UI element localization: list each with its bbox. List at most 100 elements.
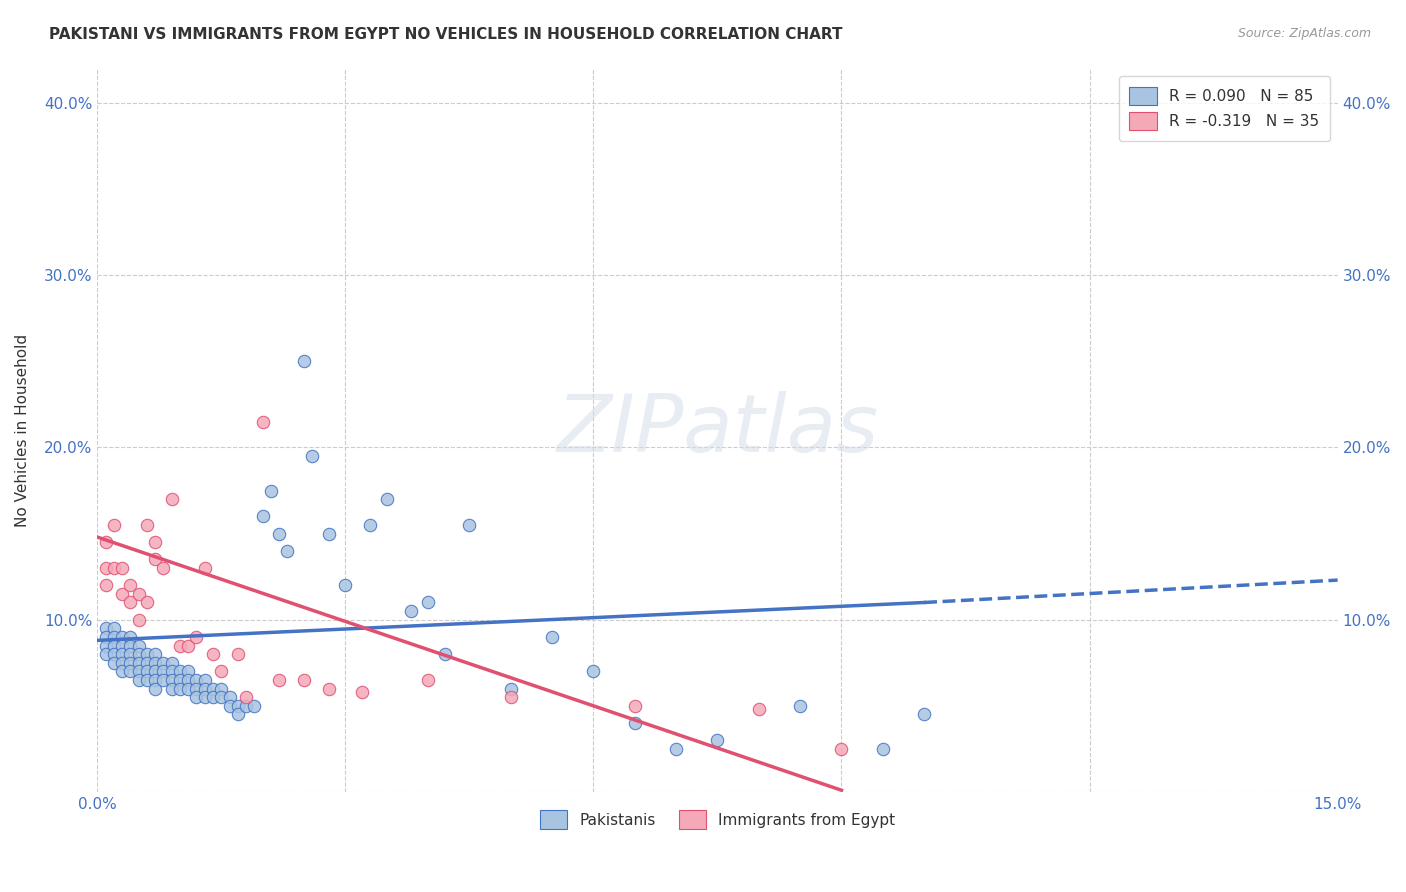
Point [152,665,174,679]
Point [226,707,249,722]
Point [111,630,134,644]
Point [235,690,257,705]
Point [94,535,117,549]
Point [128,587,150,601]
Point [194,681,217,696]
Point [160,673,183,687]
Point [128,647,150,661]
Point [186,681,208,696]
Point [128,673,150,687]
Point [292,354,315,368]
Point [152,561,174,575]
Point [103,621,125,635]
Point [665,742,688,756]
Point [143,552,166,566]
Point [143,673,166,687]
Point [194,561,217,575]
Point [401,604,423,618]
Point [120,665,142,679]
Point [160,665,183,679]
Point [202,690,225,705]
Point [235,698,257,713]
Point [120,639,142,653]
Point [276,544,298,558]
Point [103,656,125,670]
Point [499,690,522,705]
Point [318,526,340,541]
Point [359,518,381,533]
Point [143,647,166,661]
Point [541,630,564,644]
Point [160,492,183,507]
Point [582,665,605,679]
Point [94,578,117,592]
Text: Source: ZipAtlas.com: Source: ZipAtlas.com [1237,27,1371,40]
Point [111,561,134,575]
Point [111,587,134,601]
Point [120,656,142,670]
Point [103,630,125,644]
Point [94,630,117,644]
Point [160,681,183,696]
Point [252,509,274,524]
Point [128,665,150,679]
Point [169,681,191,696]
Point [789,698,811,713]
Point [128,656,150,670]
Point [318,681,340,696]
Point [94,621,117,635]
Point [202,681,225,696]
Point [194,690,217,705]
Point [143,535,166,549]
Point [226,698,249,713]
Text: ZIPatlas: ZIPatlas [557,392,879,469]
Point [292,673,315,687]
Point [120,595,142,609]
Point [143,665,166,679]
Point [135,518,157,533]
Point [252,415,274,429]
Point [912,707,935,722]
Point [177,681,200,696]
Point [177,639,200,653]
Point [111,656,134,670]
Point [218,698,240,713]
Point [169,665,191,679]
Point [748,702,770,716]
Point [103,647,125,661]
Point [111,665,134,679]
Point [209,690,232,705]
Point [186,690,208,705]
Point [260,483,283,498]
Point [350,685,373,699]
Point [209,681,232,696]
Point [177,665,200,679]
Point [94,647,117,661]
Point [143,656,166,670]
Point [830,742,852,756]
Point [143,681,166,696]
Point [128,639,150,653]
Point [335,578,357,592]
Point [111,639,134,653]
Point [202,647,225,661]
Point [375,492,398,507]
Point [706,733,728,747]
Legend: Pakistanis, Immigrants from Egypt: Pakistanis, Immigrants from Egypt [533,804,901,835]
Point [152,656,174,670]
Point [194,673,217,687]
Point [135,647,157,661]
Point [94,561,117,575]
Point [152,673,174,687]
Point [103,561,125,575]
Point [623,716,645,731]
Point [226,647,249,661]
Point [499,681,522,696]
Point [160,656,183,670]
Point [135,595,157,609]
Point [416,673,439,687]
Point [243,698,266,713]
Point [94,639,117,653]
Point [433,647,456,661]
Point [177,673,200,687]
